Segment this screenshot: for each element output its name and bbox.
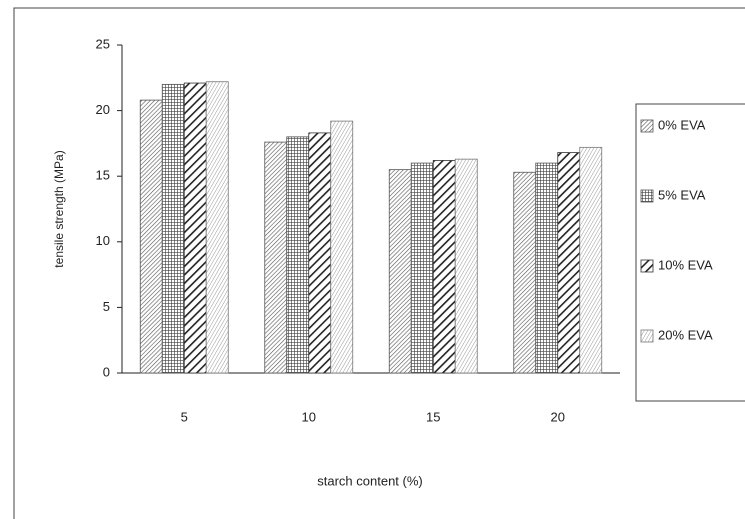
bar	[286, 136, 310, 374]
bar	[579, 146, 603, 374]
bar	[330, 120, 354, 374]
legend-label: 0% EVA	[658, 117, 706, 132]
y-tick-label: 20	[96, 102, 110, 117]
legend-swatch	[640, 119, 654, 133]
legend-swatch	[640, 329, 654, 343]
bar	[535, 162, 559, 374]
y-axis-label: tensile strength (MPa)	[52, 150, 66, 267]
x-axis-label: starch content (%)	[317, 473, 423, 488]
y-tick-label: 0	[103, 364, 110, 379]
bar	[388, 169, 412, 374]
legend-box	[635, 103, 745, 402]
bar	[183, 82, 207, 374]
legend-label: 10% EVA	[658, 257, 713, 272]
legend-swatch	[640, 189, 654, 203]
bar	[205, 81, 229, 374]
bar	[161, 83, 185, 374]
bar	[454, 158, 478, 374]
x-tick-label: 10	[302, 409, 316, 424]
bar	[264, 141, 288, 374]
bar	[139, 99, 163, 374]
y-tick-label: 5	[103, 299, 110, 314]
legend-label: 5% EVA	[658, 187, 706, 202]
y-tick-label: 15	[96, 168, 110, 183]
x-tick-label: 20	[551, 409, 565, 424]
x-tick-label: 15	[426, 409, 440, 424]
bar	[513, 171, 537, 374]
chart-border	[13, 7, 745, 519]
legend-label: 20% EVA	[658, 327, 713, 342]
y-tick-label: 10	[96, 233, 110, 248]
bar	[557, 152, 581, 374]
y-tick-label: 25	[96, 36, 110, 51]
x-tick-label: 5	[181, 409, 188, 424]
bar	[308, 132, 332, 374]
bar	[432, 160, 456, 374]
legend-swatch	[640, 259, 654, 273]
bar	[410, 162, 434, 374]
